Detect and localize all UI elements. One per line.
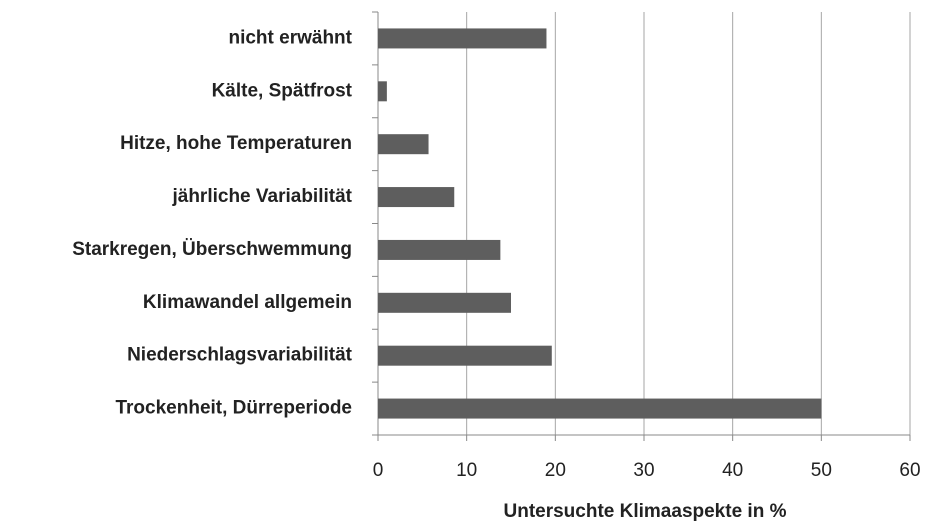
x-tick-label: 20 bbox=[545, 460, 566, 481]
y-tick-label: Hitze, hohe Temperaturen bbox=[120, 133, 352, 154]
bar bbox=[378, 398, 822, 419]
x-axis-title: Untersuchte Klimaaspekte in % bbox=[504, 501, 787, 522]
y-tick-label: Klimawandel allgemein bbox=[143, 292, 352, 313]
x-tick-label: 10 bbox=[456, 460, 477, 481]
y-tick-label: Trockenheit, Dürreperiode bbox=[115, 398, 352, 419]
bar bbox=[378, 28, 547, 49]
x-tick-label: 30 bbox=[633, 460, 654, 481]
bar bbox=[378, 187, 455, 208]
x-tick-label: 40 bbox=[722, 460, 743, 481]
y-tick-label: Starkregen, Überschwemmung bbox=[72, 239, 352, 260]
y-tick-label: Niederschlagsvariabilität bbox=[127, 345, 353, 366]
x-tick-label: 0 bbox=[373, 460, 384, 481]
y-tick-label: Kälte, Spätfrost bbox=[212, 80, 353, 101]
x-tick-label: 60 bbox=[899, 460, 920, 481]
y-tick-label: nicht erwähnt bbox=[228, 27, 352, 48]
y-tick-label: jährliche Variabilität bbox=[171, 186, 352, 207]
bar bbox=[378, 239, 501, 260]
bar bbox=[378, 345, 552, 366]
bar bbox=[378, 81, 387, 102]
x-tick-label: 50 bbox=[811, 460, 832, 481]
bar bbox=[378, 292, 511, 313]
bar bbox=[378, 134, 429, 155]
